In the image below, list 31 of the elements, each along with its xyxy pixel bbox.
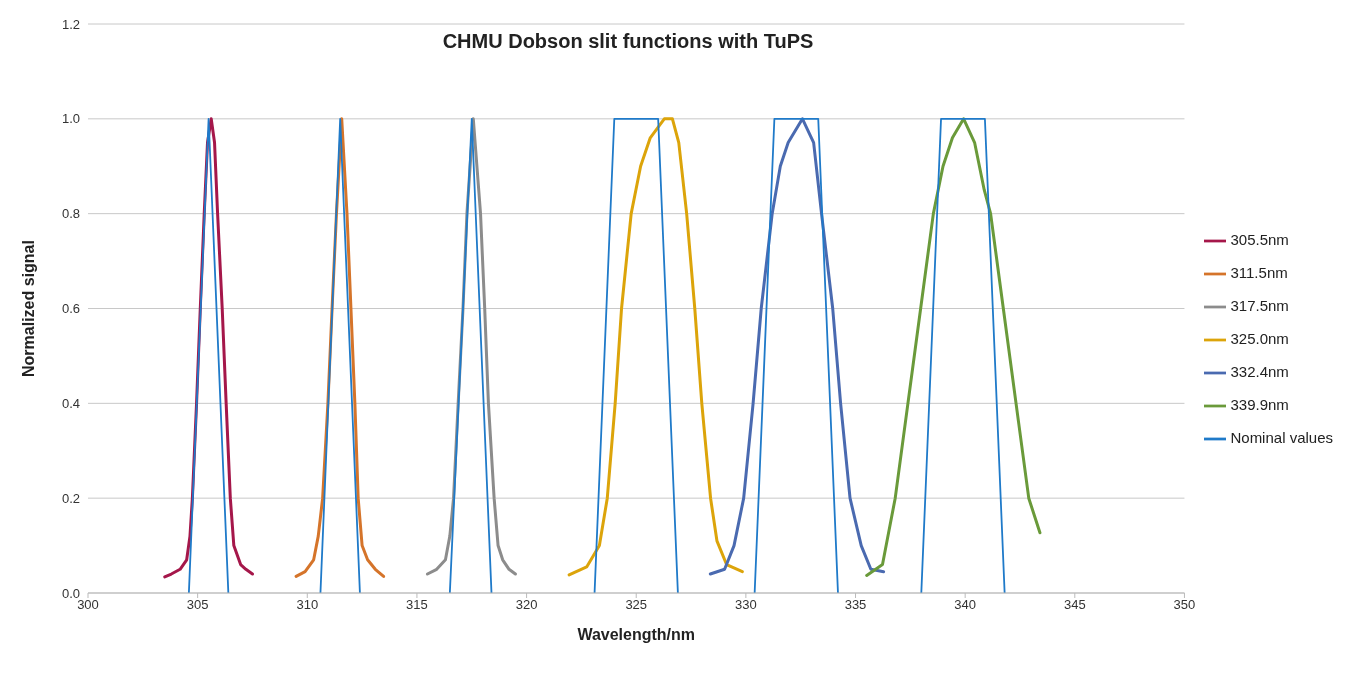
line-series [865, 117, 1042, 577]
line-series [708, 117, 886, 576]
x-tick-label: 330 [735, 597, 757, 613]
x-tick-label: 300 [77, 597, 99, 613]
x-tick-label: 350 [1173, 597, 1196, 613]
x-tick-label: 310 [296, 597, 319, 613]
x-tick-label: 345 [1063, 597, 1086, 613]
line-series [567, 117, 744, 577]
y-tick-label: 1.2 [61, 16, 80, 32]
x-axis-title: Wavelength/nm [577, 626, 696, 643]
x-tick-label: 335 [844, 597, 867, 613]
y-tick-label: 1.0 [61, 111, 80, 127]
y-tick-label: 0.4 [61, 395, 80, 411]
legend-label: Nominal values [1230, 428, 1333, 446]
x-tick-label: 305 [186, 597, 209, 613]
legend-label: 339.9nm [1230, 395, 1289, 413]
legend-label: 305.5nm [1230, 230, 1289, 248]
legend-label: 317.5nm [1230, 296, 1289, 314]
x-tick-label: 320 [515, 597, 538, 613]
y-axis-title: Normalized signal [19, 240, 37, 377]
legend-label: 332.4nm [1230, 362, 1289, 380]
x-tick-label: 315 [406, 597, 428, 613]
chart-title: CHMU Dobson slit functions with TuPS [441, 30, 815, 53]
y-tick-label: 0.2 [61, 490, 80, 506]
x-tick-label: 325 [625, 597, 648, 613]
legend-label: 311.5nm [1230, 263, 1288, 281]
legend-label: 325.0nm [1230, 329, 1289, 347]
y-tick-label: 0.6 [61, 301, 80, 317]
x-tick-label: 340 [954, 597, 977, 613]
y-tick-label: 0.8 [61, 206, 80, 222]
y-tick-label: 0.0 [61, 585, 80, 601]
